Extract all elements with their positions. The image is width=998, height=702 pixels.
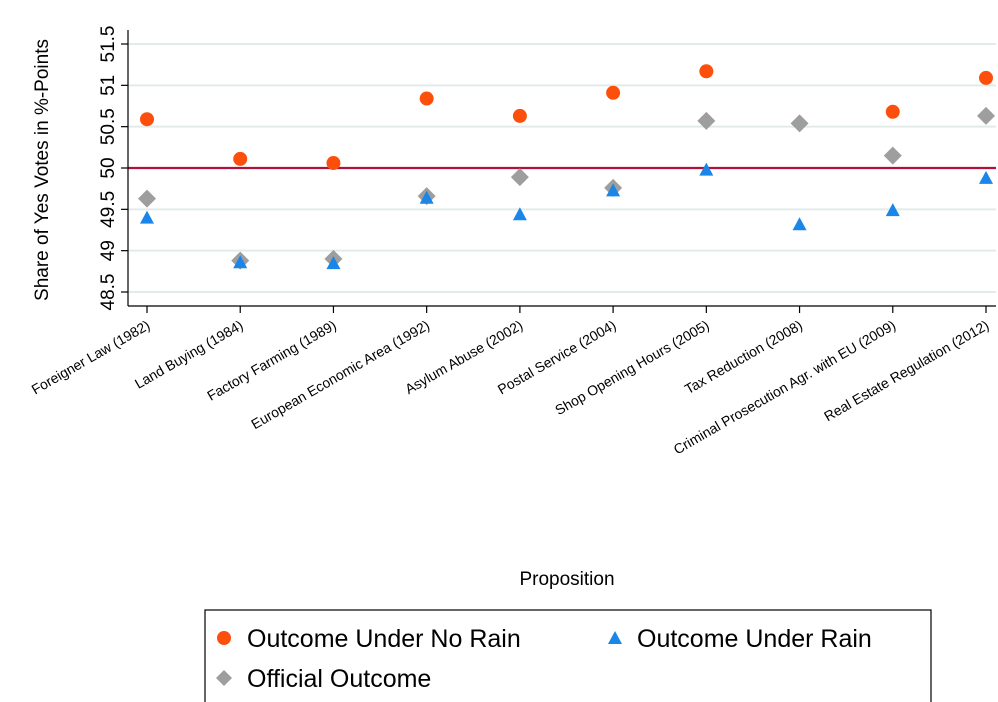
outcome-under-no-rain-point [512, 108, 527, 123]
official-outcome-point [510, 168, 529, 187]
outcome-under-no-rain-point [419, 91, 434, 106]
outcome-under-rain-point [606, 183, 621, 197]
y-tick-label: 49 [98, 240, 119, 261]
y-tick-label: 50.5 [98, 108, 119, 145]
legend-label-no-rain: Outcome Under No Rain [247, 625, 521, 653]
official-outcome-point [697, 111, 716, 130]
y-tick-label: 48.5 [98, 274, 119, 311]
y-ticks: 48.5 49 49.5 50 50.5 51 51.5 [98, 26, 128, 311]
x-tick-label: European Economic Area (1992) [248, 317, 432, 432]
legend-label-rain: Outcome Under Rain [637, 625, 872, 653]
outcome-under-rain-point [140, 210, 154, 224]
official-outcome-point [790, 114, 809, 133]
outcome-under-rain-point [979, 170, 993, 184]
legend-box [204, 609, 932, 702]
y-axis-title: Share of Yes Votes in %-Points [32, 39, 53, 301]
outcome-under-no-rain-point [326, 156, 341, 171]
legend-marker-no-rain [217, 631, 231, 645]
data-markers [138, 64, 995, 270]
outcome-under-rain-point [233, 255, 248, 269]
x-ticks: Foreigner Law (1982)Land Buying (1984)Fa… [29, 306, 992, 457]
official-outcome-point [138, 189, 156, 208]
outcome-under-no-rain-point [885, 104, 900, 119]
legend: Outcome Under No Rain Outcome Under Rain… [204, 609, 932, 702]
outcome-under-rain-point [326, 256, 341, 270]
outcome-under-no-rain-point [606, 85, 621, 100]
legend-item-no-rain: Outcome Under No Rain [217, 625, 521, 653]
legend-marker-rain [608, 631, 622, 644]
official-outcome-point [883, 146, 902, 165]
outcome-under-rain-point [419, 190, 434, 204]
outcome-under-rain-point [792, 217, 807, 231]
outcome-under-rain-point [512, 207, 527, 221]
y-tick-label: 51 [98, 75, 119, 96]
outcome-under-no-rain-point [233, 151, 248, 166]
legend-marker-official [216, 670, 232, 686]
x-tick-label: Real Estate Regulation (2012) [821, 317, 991, 425]
x-tick-label: Foreigner Law (1982) [29, 317, 153, 398]
outcome-under-rain-point [885, 203, 900, 217]
legend-label-official: Official Outcome [247, 665, 431, 693]
x-axis-title: Proposition [519, 569, 614, 590]
outcome-under-rain-point [699, 162, 714, 176]
outcome-under-no-rain-point [699, 64, 714, 79]
outcome-under-no-rain-point [140, 112, 154, 127]
legend-item-rain: Outcome Under Rain [608, 625, 872, 653]
official-outcome-point [977, 106, 995, 125]
y-tick-label: 50 [98, 157, 119, 178]
x-tick-label: Shop Opening Hours (2005) [552, 317, 712, 418]
legend-item-official: Official Outcome [216, 665, 431, 693]
y-tick-label: 51.5 [98, 26, 119, 63]
y-tick-label: 49.5 [98, 191, 119, 228]
outcome-under-no-rain-point [979, 70, 993, 85]
